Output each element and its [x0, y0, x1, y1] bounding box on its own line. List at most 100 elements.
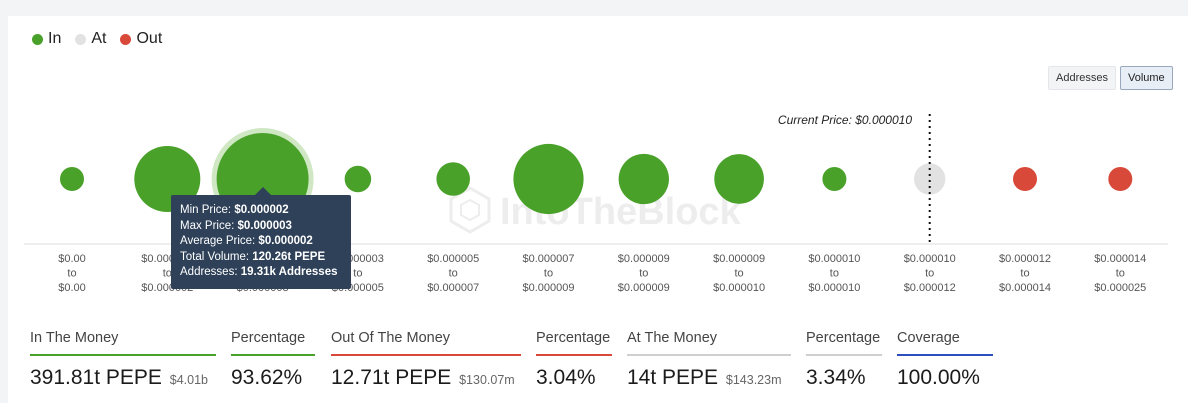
tooltip-row-max: Max Price: $0.000003	[180, 219, 342, 235]
tooltip-row-avg: Average Price: $0.000002	[180, 234, 342, 250]
bubble-at[interactable]	[914, 163, 946, 195]
stat-in-percentage: Percentage 93.62%	[231, 330, 315, 390]
legend-label-out: Out	[136, 30, 163, 47]
stat-value: 391.81t PEPE $4.01b	[30, 366, 216, 390]
legend-dot-at	[75, 33, 87, 45]
tick-label-from: $0.000009	[713, 253, 765, 265]
stat-out-percentage: Percentage 3.04%	[536, 330, 612, 390]
tick-label-to: to	[925, 268, 934, 280]
tick-label-to: to	[639, 268, 648, 280]
volume-toggle-button[interactable]: Volume	[1119, 66, 1173, 90]
stat-value: 3.04%	[536, 366, 612, 390]
watermark-icon	[449, 186, 491, 234]
tick-label-from: $0.000007	[523, 253, 575, 265]
stat-coverage: Coverage 100.00%	[897, 330, 993, 390]
view-toggle: Addresses Volume	[1048, 66, 1173, 90]
tooltip-row-volume: Total Volume: 120.26t PEPE	[180, 250, 342, 266]
stat-value-main: 391.81t PEPE	[30, 366, 162, 389]
stat-label: In The Money	[30, 330, 216, 356]
tooltip-min-label: Min Price:	[180, 204, 232, 216]
addresses-toggle-button[interactable]: Addresses	[1048, 66, 1116, 90]
bubble-in[interactable]	[513, 143, 584, 215]
tooltip-row-addresses: Addresses: 19.31k Addresses	[180, 265, 342, 281]
tooltip-row-min: Min Price: $0.000002	[180, 203, 342, 219]
stat-value: 3.34%	[806, 366, 882, 390]
tick-label-upper: $0.000009	[523, 282, 575, 294]
bubble-in[interactable]	[822, 167, 847, 191]
tooltip-avg-label: Average Price:	[180, 235, 256, 247]
tick-label-from: $0.00	[58, 253, 86, 265]
tick-label-from: $0.000014	[1094, 253, 1146, 265]
tick-label-upper: $0.000009	[618, 282, 670, 294]
stat-out-of-the-money: Out Of The Money 12.71t PEPE $130.07m	[331, 330, 521, 390]
bubble-tooltip: Min Price: $0.000002 Max Price: $0.00000…	[171, 187, 351, 289]
tick-label-from: $0.000005	[427, 253, 479, 265]
stat-value-main: 12.71t PEPE	[331, 366, 452, 389]
stat-value-main: 100.00%	[897, 366, 980, 389]
bubble-in[interactable]	[714, 154, 764, 204]
legend-dot-in	[32, 33, 43, 45]
tick-label-upper: $0.00	[58, 282, 86, 294]
stat-value: 93.62%	[231, 366, 315, 390]
tooltip-arrow	[255, 187, 271, 195]
legend-item-at[interactable]: At	[75, 30, 106, 48]
tick-label-upper: $0.000014	[999, 282, 1051, 294]
stat-value-main: 3.04%	[536, 366, 596, 389]
bubble-in[interactable]	[60, 167, 84, 191]
current-price-label: Current Price: $0.000010	[778, 113, 912, 127]
tick-label-to: to	[67, 268, 76, 280]
stat-value-main: 93.62%	[231, 366, 303, 389]
tooltip-max-value: $0.000003	[237, 219, 292, 232]
legend-item-in[interactable]: In	[32, 30, 61, 48]
bubble-in[interactable]	[344, 165, 372, 193]
stat-value-sub: $143.23m	[725, 373, 782, 387]
tick-label-upper: $0.000025	[1094, 282, 1146, 294]
legend-label-in: In	[48, 30, 62, 47]
tooltip-addr-label: Addresses:	[180, 266, 238, 278]
tick-label-from: $0.000010	[808, 253, 860, 265]
stat-value-sub: $4.01b	[169, 373, 209, 387]
stat-at-the-money: At The Money 14t PEPE $143.23m	[627, 330, 791, 390]
tick-label-to: to	[735, 268, 744, 280]
bubble-out[interactable]	[1108, 167, 1133, 191]
tick-label-upper: $0.000012	[904, 282, 956, 294]
stat-value: 12.71t PEPE $130.07m	[331, 366, 521, 390]
tooltip-max-label: Max Price:	[180, 219, 235, 232]
tick-label-upper: $0.000007	[427, 282, 479, 294]
bubble-in[interactable]	[618, 153, 669, 205]
tick-label-to: to	[1116, 268, 1125, 280]
stat-label: Out Of The Money	[331, 330, 521, 356]
tick-label-to: to	[830, 268, 839, 280]
tick-label-to: to	[163, 268, 172, 280]
tooltip-vol-label: Total Volume:	[180, 250, 250, 263]
stat-value-main: 3.34%	[806, 366, 866, 389]
watermark-logo: IntoTheBlock	[449, 186, 742, 234]
chart-legend: In At Out	[32, 30, 162, 48]
tick-label-to: to	[1020, 268, 1029, 280]
stat-label: Percentage	[536, 330, 612, 356]
tick-label-to: to	[449, 268, 458, 280]
stat-label: Coverage	[897, 330, 993, 356]
legend-label-at: At	[91, 30, 107, 47]
bubble-out[interactable]	[1013, 167, 1037, 191]
tick-label-to: to	[544, 268, 553, 280]
stat-value-sub: $130.07m	[459, 373, 515, 387]
stat-value-main: 14t PEPE	[627, 366, 719, 389]
stat-at-percentage: Percentage 3.34%	[806, 330, 882, 390]
tick-label-from: $0.000010	[904, 253, 956, 265]
tick-label-upper: $0.000010	[713, 282, 765, 294]
stat-value: 100.00%	[897, 366, 993, 390]
tick-label-from: $0.000009	[618, 253, 670, 265]
tooltip-min-value: $0.000002	[234, 204, 289, 216]
stat-in-the-money: In The Money 391.81t PEPE $4.01b	[30, 330, 216, 390]
tooltip-avg-value: $0.000002	[258, 235, 313, 247]
tick-label-to: to	[353, 268, 362, 280]
tick-label-from: $0.000012	[999, 253, 1051, 265]
bubble-in[interactable]	[436, 162, 470, 196]
tooltip-vol-value: 120.26t PEPE	[252, 250, 326, 263]
legend-item-out[interactable]: Out	[120, 30, 162, 48]
tick-label-upper: $0.000010	[808, 282, 860, 294]
tooltip-addr-value: 19.31k Addresses	[240, 266, 338, 278]
stat-value: 14t PEPE $143.23m	[627, 366, 791, 390]
legend-dot-out	[120, 33, 132, 45]
